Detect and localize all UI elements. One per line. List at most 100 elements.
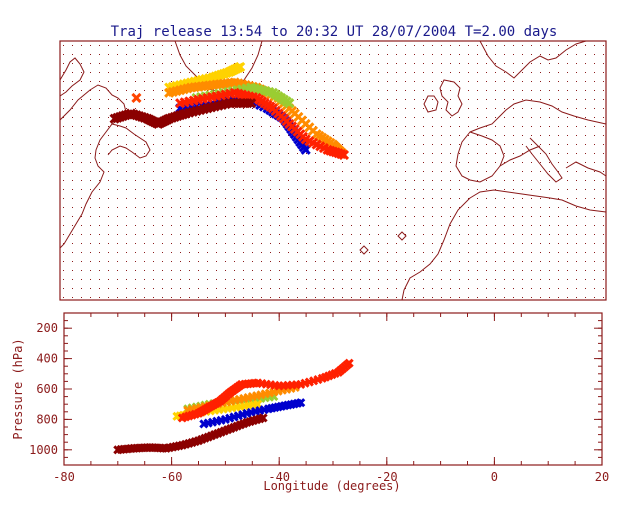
grid-dot xyxy=(594,234,595,235)
grid-dot xyxy=(486,234,487,235)
grid-dot xyxy=(324,279,325,280)
grid-dot xyxy=(207,90,208,91)
grid-dot xyxy=(423,144,424,145)
grid-dot xyxy=(225,279,226,280)
grid-dot xyxy=(99,81,100,82)
grid-dot xyxy=(423,99,424,100)
grid-dot xyxy=(306,216,307,217)
grid-dot xyxy=(594,153,595,154)
grid-dot xyxy=(567,243,568,244)
grid-dot xyxy=(423,54,424,55)
grid-dot xyxy=(225,180,226,181)
grid-dot xyxy=(540,270,541,271)
grid-dot xyxy=(477,81,478,82)
grid-dot xyxy=(198,225,199,226)
grid-dot xyxy=(90,297,91,298)
grid-dot xyxy=(90,279,91,280)
grid-dot xyxy=(126,81,127,82)
grid-dot xyxy=(378,144,379,145)
grid-dot xyxy=(81,180,82,181)
grid-dot xyxy=(63,153,64,154)
grid-dot xyxy=(432,45,433,46)
grid-dot xyxy=(243,288,244,289)
grid-dot xyxy=(540,180,541,181)
grid-dot xyxy=(585,72,586,73)
grid-dot xyxy=(63,180,64,181)
grid-dot xyxy=(360,189,361,190)
grid-dot xyxy=(207,261,208,262)
grid-dot xyxy=(99,234,100,235)
grid-dot xyxy=(504,297,505,298)
grid-dot xyxy=(297,261,298,262)
grid-dot xyxy=(387,216,388,217)
grid-dot xyxy=(549,252,550,253)
grid-dot xyxy=(144,270,145,271)
grid-dot xyxy=(369,126,370,127)
grid-dot xyxy=(234,279,235,280)
grid-dot xyxy=(225,153,226,154)
grid-dot xyxy=(171,270,172,271)
grid-dot xyxy=(171,189,172,190)
grid-dot xyxy=(333,45,334,46)
grid-dot xyxy=(252,270,253,271)
grid-dot xyxy=(189,279,190,280)
grid-dot xyxy=(252,225,253,226)
grid-dot xyxy=(450,126,451,127)
grid-dot xyxy=(531,144,532,145)
grid-dot xyxy=(396,171,397,172)
grid-dot xyxy=(99,261,100,262)
grid-dot xyxy=(396,117,397,118)
grid-dot xyxy=(243,243,244,244)
grid-dot xyxy=(153,54,154,55)
grid-dot xyxy=(144,81,145,82)
grid-dot xyxy=(252,234,253,235)
grid-dot xyxy=(162,252,163,253)
grid-dot xyxy=(540,135,541,136)
grid-dot xyxy=(333,234,334,235)
grid-dot xyxy=(162,108,163,109)
grid-dot xyxy=(432,270,433,271)
grid-dot xyxy=(405,162,406,163)
grid-dot xyxy=(522,54,523,55)
grid-dot xyxy=(531,135,532,136)
grid-dot xyxy=(135,288,136,289)
coast-north-america xyxy=(59,84,127,249)
grid-dot xyxy=(288,144,289,145)
grid-dot xyxy=(144,72,145,73)
grid-dot xyxy=(396,198,397,199)
grid-dot xyxy=(405,81,406,82)
grid-dot xyxy=(99,216,100,217)
grid-dot xyxy=(90,216,91,217)
grid-dot xyxy=(63,135,64,136)
grid-dot xyxy=(369,252,370,253)
grid-dot xyxy=(135,63,136,64)
grid-dot xyxy=(594,72,595,73)
grid-dot xyxy=(162,243,163,244)
grid-dot xyxy=(90,270,91,271)
grid-dot xyxy=(180,225,181,226)
grid-dot xyxy=(297,171,298,172)
grid-dot xyxy=(486,207,487,208)
grid-dot xyxy=(414,54,415,55)
grid-dot xyxy=(117,225,118,226)
grid-dot xyxy=(108,171,109,172)
grid-dot xyxy=(594,171,595,172)
grid-dot xyxy=(342,144,343,145)
grid-dot xyxy=(540,99,541,100)
grid-dot xyxy=(423,279,424,280)
grid-dot xyxy=(387,54,388,55)
grid-dot xyxy=(333,198,334,199)
grid-dot xyxy=(279,234,280,235)
grid-dot xyxy=(324,54,325,55)
grid-dot xyxy=(360,117,361,118)
grid-dot xyxy=(72,135,73,136)
grid-dot xyxy=(414,297,415,298)
grid-dot xyxy=(549,189,550,190)
grid-dot xyxy=(189,198,190,199)
grid-dot xyxy=(234,288,235,289)
grid-dot xyxy=(549,153,550,154)
grid-dot xyxy=(270,180,271,181)
grid-dot xyxy=(90,117,91,118)
grid-dot xyxy=(180,270,181,271)
grid-dot xyxy=(72,225,73,226)
